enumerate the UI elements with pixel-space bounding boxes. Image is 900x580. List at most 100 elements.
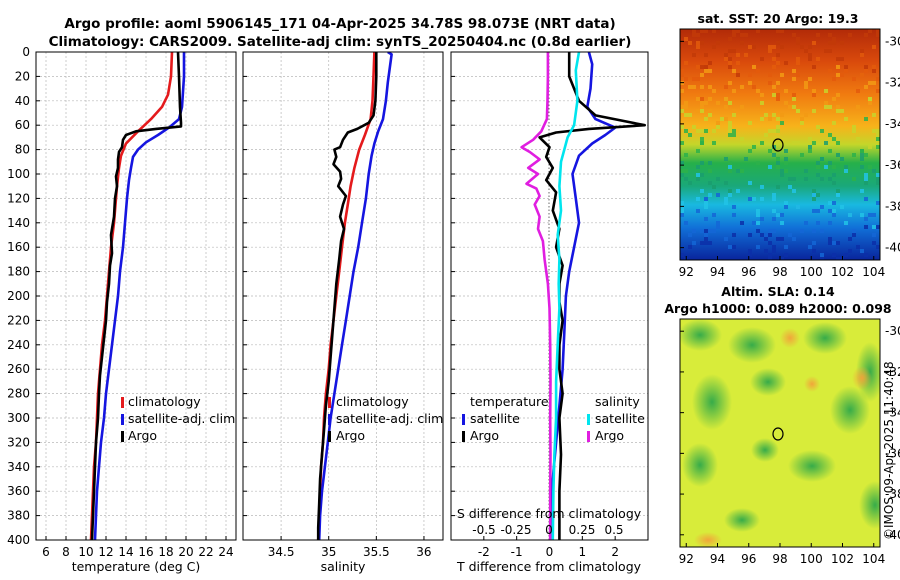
salinity-grid — [243, 51, 443, 541]
x-tick-label: 6 — [42, 545, 50, 559]
lon-tick-label: 96 — [741, 265, 756, 279]
sla-lat-ticks: -30 -32 -34 -36 -38 -40 — [680, 324, 900, 542]
temperature-grid — [36, 51, 236, 541]
difference-tick-labels: -2 -1 0 1 2 — [478, 545, 619, 559]
depth-tick-label: 280 — [7, 387, 30, 401]
title-line-1: Argo profile: aoml 5906145_171 04-Apr-20… — [64, 16, 615, 32]
depth-tick-label: 240 — [7, 338, 30, 352]
diff-legend-label-t-argo: Argo — [470, 428, 499, 443]
lon-tick-label: 102 — [831, 552, 854, 566]
x-tick-label: 24 — [218, 545, 233, 559]
legend-label-argo: Argo — [128, 428, 157, 443]
depth-tick-label: 200 — [7, 289, 30, 303]
lon-tick-label: 100 — [800, 265, 823, 279]
sla-subtitle: Argo h1000: 0.089 h2000: 0.098 — [664, 301, 891, 316]
depth-tick-label: 120 — [7, 191, 30, 205]
x-tick-label: -2 — [478, 545, 490, 559]
legend-title-temperature: temperature — [470, 394, 549, 409]
sla-field — [680, 319, 880, 547]
argo-location-marker — [772, 427, 784, 441]
lat-tick-label: -32 — [885, 365, 900, 379]
depth-tick-label: 40 — [15, 94, 30, 108]
series-line-argo — [90, 52, 183, 540]
lat-tick-label: -32 — [885, 76, 900, 90]
depth-tick-label: 140 — [7, 216, 30, 230]
watermark: ©IMOS 09-Apr-2025 11:40:48 — [882, 361, 896, 540]
diff-legend-swatch-t-satellite — [462, 414, 465, 425]
sal-legend-label-argo: Argo — [336, 428, 365, 443]
depth-tick-label: 20 — [15, 69, 30, 83]
diff-legend-label-t-satellite: satellite — [470, 411, 520, 426]
sla-lon-ticks: 92 94 96 98 100 102 104 — [679, 543, 885, 566]
depth-tick-label: 180 — [7, 265, 30, 279]
temperature-legend: climatology satellite-adj. clim Argo — [121, 394, 235, 443]
sal-legend-swatch-satellite — [328, 414, 331, 425]
temperature-xlabel: temperature (deg C) — [72, 559, 201, 574]
temperature-panel: 0 20 40 60 80 100 120 140 160 180 200 220 240 260 280 3… — [7, 45, 237, 574]
x-tick-label: 35 — [321, 545, 336, 559]
diff-legend-swatch-s-satellite — [587, 414, 590, 425]
x-tick-label: 16 — [138, 545, 153, 559]
x-tick-label: -1 — [511, 545, 523, 559]
s-tick-label: 0.25 — [569, 523, 596, 537]
difference-grid — [451, 51, 648, 541]
x-tick-label: 36 — [416, 545, 431, 559]
temperature-lines — [89, 52, 186, 540]
series-line-argo — [316, 52, 378, 540]
s-tick-label: -0.5 — [472, 523, 495, 537]
lon-tick-label: 92 — [679, 265, 694, 279]
x-tick-label: 10 — [78, 545, 93, 559]
legend-label-satellite: satellite-adj. clim — [128, 411, 235, 426]
diff-legend-swatch-s-argo — [587, 431, 590, 442]
sal-legend-swatch-climatology — [328, 397, 331, 408]
sla-map: Altim. SLA: 0.14 Argo h1000: 0.089 h2000… — [664, 284, 900, 566]
x-tick-label: 2 — [611, 545, 619, 559]
lon-tick-label: 98 — [772, 265, 787, 279]
lon-tick-label: 102 — [831, 265, 854, 279]
s-tick-label: 0.5 — [604, 523, 623, 537]
sst-map: sat. SST: 20 Argo: 19.3 92 94 96 98 100 102 10… — [679, 11, 900, 279]
temperature-tick-labels: 6 8 10 12 14 16 18 20 22 24 — [42, 545, 233, 559]
lon-tick-label: 104 — [862, 552, 885, 566]
lat-tick-label: -30 — [885, 34, 900, 48]
x-tick-label: 12 — [98, 545, 113, 559]
legend-swatch-climatology — [121, 397, 124, 408]
series-line-satellite-adj-clim — [317, 52, 393, 540]
x-tick-label: 22 — [198, 545, 213, 559]
x-tick-label: 1 — [579, 545, 587, 559]
title-line-2: Climatology: CARS2009. Satellite-adj cli… — [49, 34, 632, 50]
difference-frame — [450, 51, 649, 541]
lon-tick-label: 94 — [710, 552, 725, 566]
salinity-lines — [316, 52, 393, 540]
lon-tick-label: 100 — [800, 552, 823, 566]
diff-legend-label-s-argo: Argo — [595, 428, 624, 443]
depth-tick-label: 260 — [7, 362, 30, 376]
depth-tick-label: 160 — [7, 240, 30, 254]
salinity-legend: climatology satellite-adj. clim Argo — [328, 394, 443, 443]
s-difference-label: S difference from climatology — [457, 506, 642, 521]
sst-lat-ticks: -30 -32 -34 -36 -38 -40 — [680, 34, 900, 255]
salinity-tick-labels: 34.5 35 35.5 36 — [268, 545, 432, 559]
depth-tick-label: 320 — [7, 435, 30, 449]
legend-swatch-satellite — [121, 414, 124, 425]
salinity-panel: 34.5 35 35.5 36 salinity climatology satell… — [242, 51, 444, 574]
sst-lon-ticks: 92 94 96 98 100 102 104 — [679, 256, 885, 279]
sal-legend-label-satellite: satellite-adj. clim — [336, 411, 443, 426]
lat-tick-label: -38 — [885, 487, 900, 501]
temperature-frame — [35, 51, 237, 541]
salinity-xlabel: salinity — [321, 559, 366, 574]
x-tick-label: 18 — [158, 545, 173, 559]
difference-xlabel: T difference from climatology — [456, 559, 642, 574]
x-tick-label: 20 — [178, 545, 193, 559]
salinity-frame — [242, 51, 444, 541]
sla-title: Altim. SLA: 0.14 — [721, 284, 835, 299]
x-tick-label: 14 — [118, 545, 133, 559]
legend-label-climatology: climatology — [128, 394, 201, 409]
x-tick-label: 34.5 — [268, 545, 295, 559]
lon-tick-label: 104 — [862, 265, 885, 279]
lat-tick-label: -38 — [885, 199, 900, 213]
depth-tick-label: 380 — [7, 509, 30, 523]
depth-tick-label: 60 — [15, 118, 30, 132]
lat-tick-label: -34 — [885, 406, 900, 420]
diff-legend-swatch-t-argo — [462, 431, 465, 442]
